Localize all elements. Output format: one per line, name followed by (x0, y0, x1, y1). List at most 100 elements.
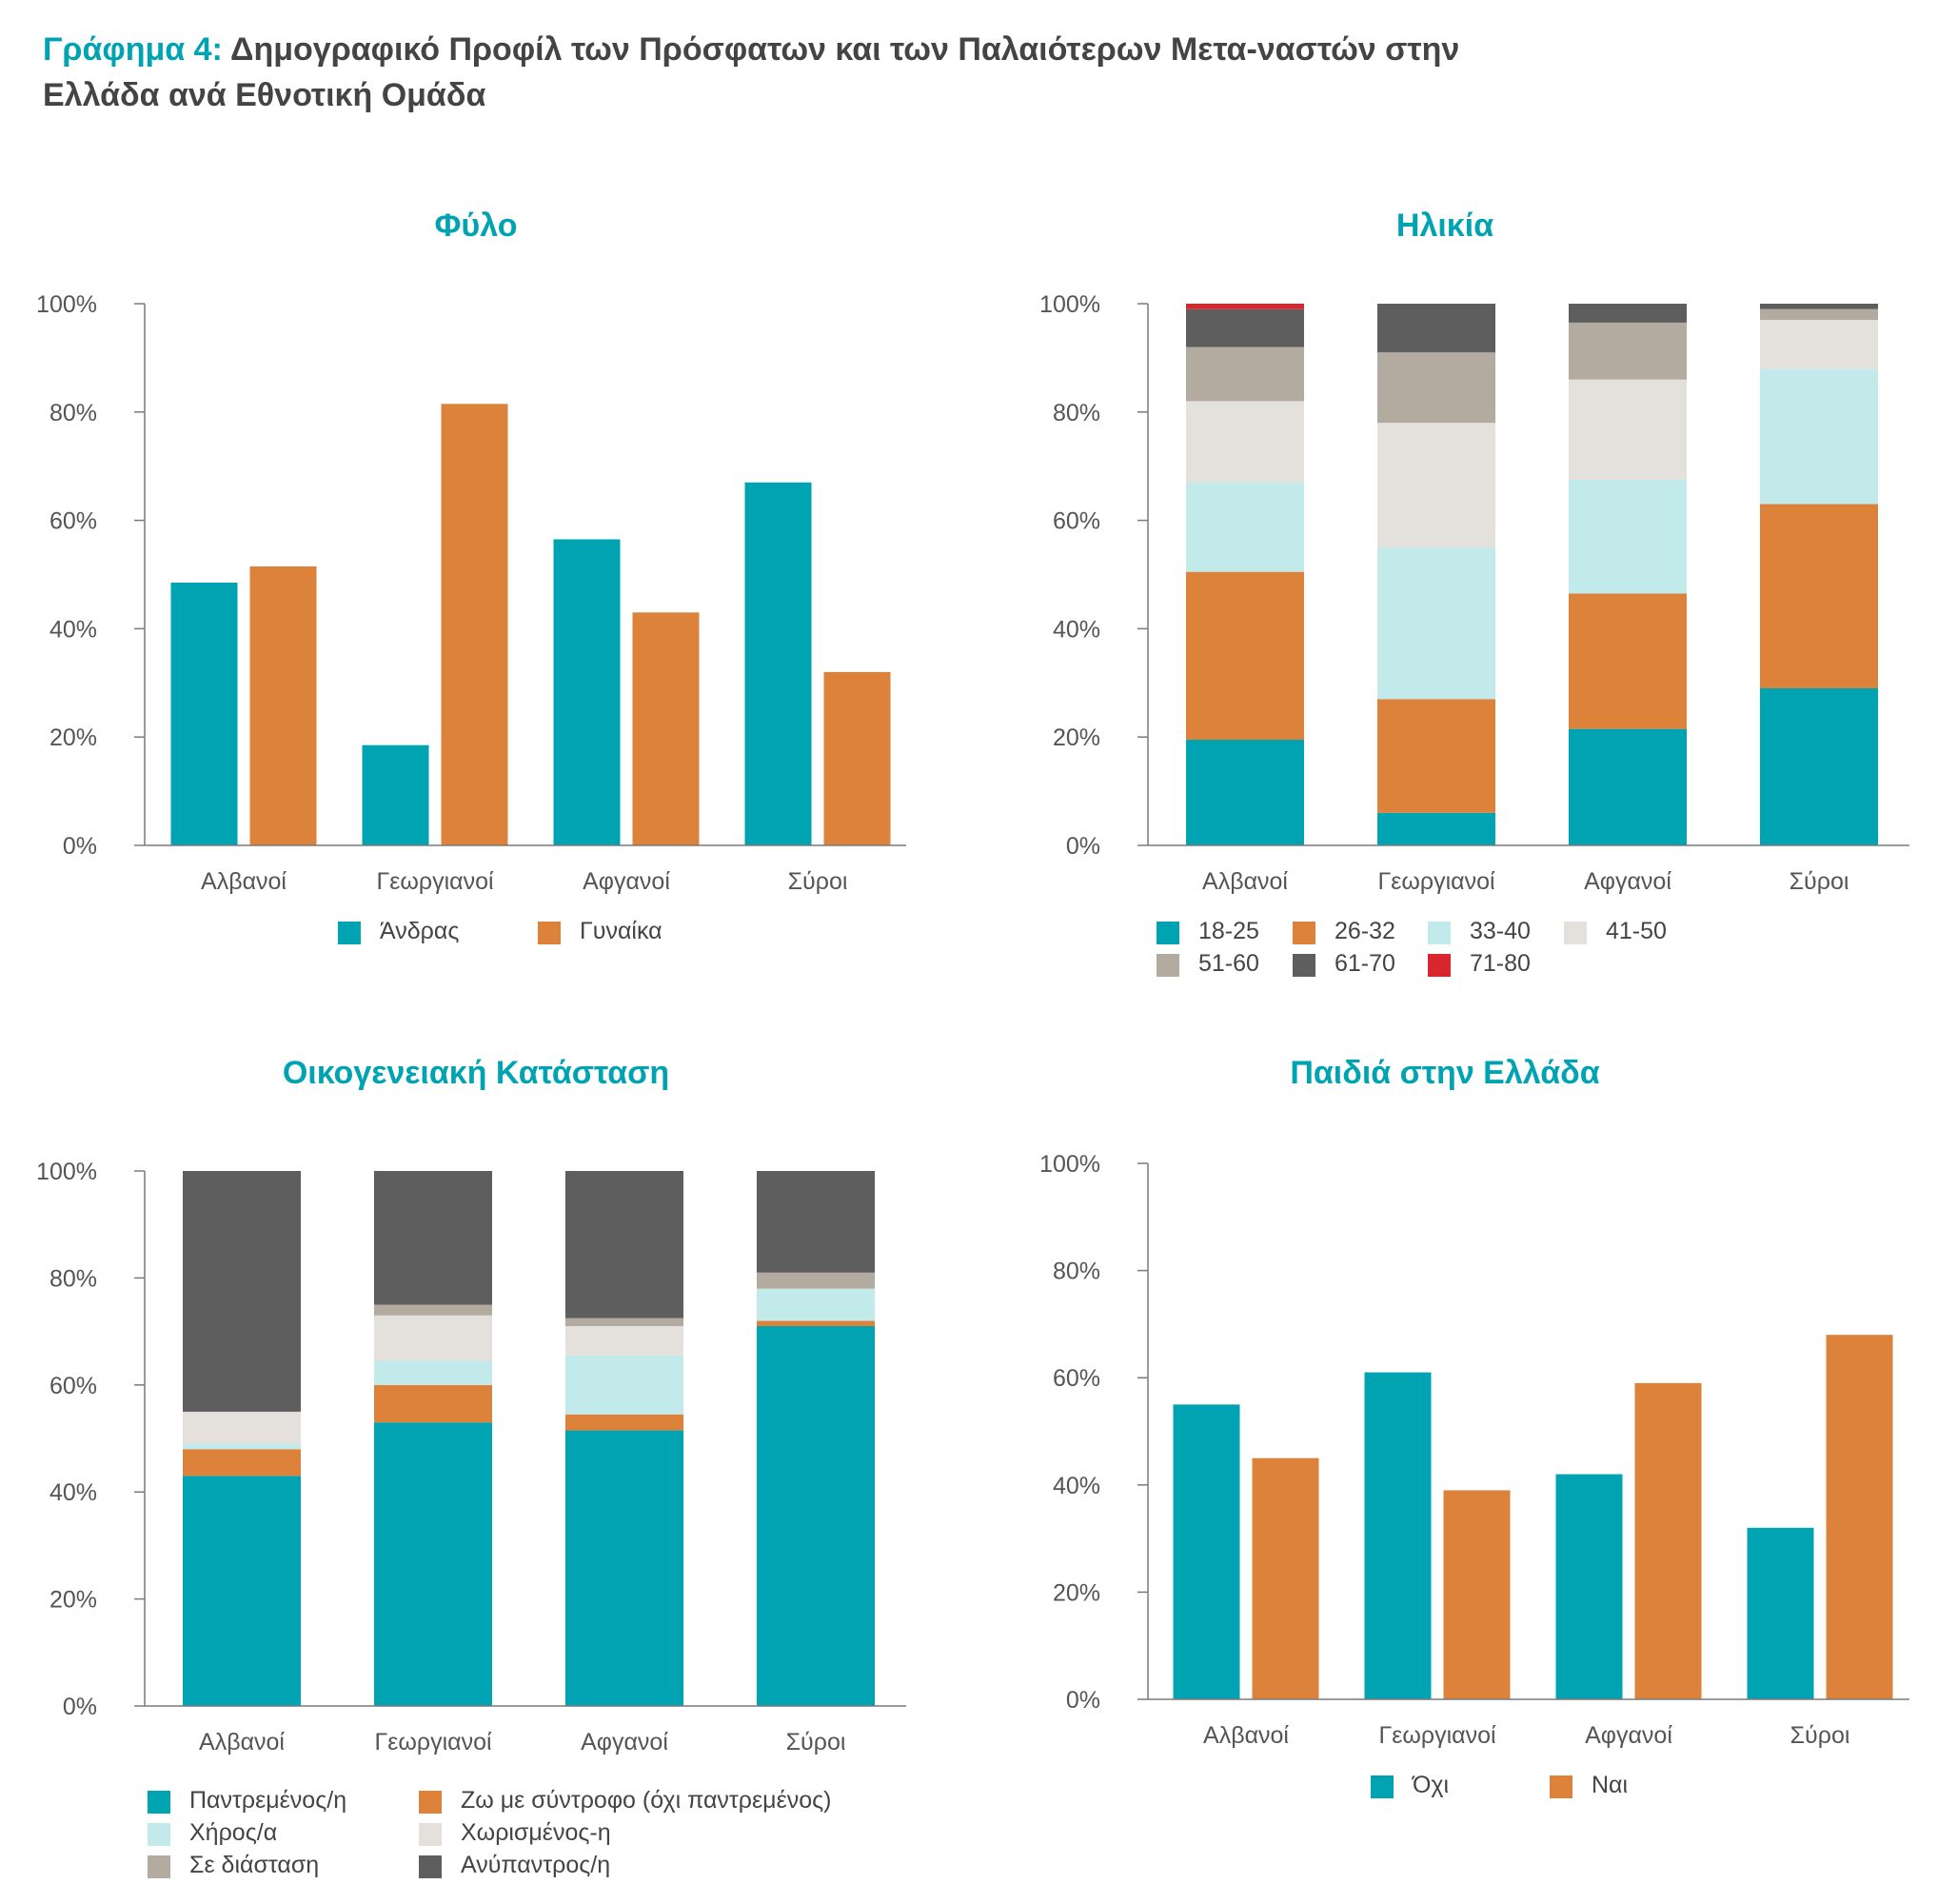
legend-label: Ανύπαντρος/η (461, 1852, 611, 1878)
figure-title-text: Δημογραφικό Προφίλ των Πρόσφατων και των… (43, 31, 1460, 113)
y-tick-label: 0% (63, 833, 97, 860)
legend-label: 51-60 (1198, 950, 1259, 977)
legend-swatch (419, 1855, 442, 1878)
chart-title-children: Παιδιά στην Ελλάδα (1290, 1055, 1600, 1091)
bar-segment-γεωργιανοί-26-32 (1377, 699, 1495, 813)
y-tick-label: 60% (49, 1373, 97, 1399)
bar-αλβανοί-όχι (1173, 1404, 1240, 1699)
legend-swatch (148, 1855, 170, 1878)
figure-title: Γράφημα 4: Δημογραφικό Προφίλ των Πρόσφα… (43, 27, 1566, 118)
y-tick-label: 100% (36, 291, 97, 318)
legend-label: Γυναίκα (580, 918, 662, 944)
x-tick-label: Αλβανοί (201, 868, 287, 895)
chart-title-sex: Φύλο (434, 208, 518, 244)
bar-segment-αφγανοί-61-70 (1569, 304, 1687, 323)
legend-label: 61-70 (1335, 950, 1395, 977)
x-tick-label: Αλβανοί (1203, 1722, 1289, 1749)
legend-label: Σε διάσταση (189, 1852, 320, 1878)
legend-label: Ζω με σύντροφο (όχι παντρεμένος) (461, 1787, 832, 1814)
legend-swatch (1371, 1775, 1394, 1798)
legend-label: Παντρεμένος/η (189, 1787, 347, 1814)
bar-αλβανοί-άνδρας (170, 583, 238, 845)
y-tick-label: 20% (1053, 724, 1100, 751)
y-tick-label: 100% (36, 1159, 97, 1185)
chart-panel-age: Ηλικία 0% 20% 40% 60% 80% 100% Αλβανοί Γεωργιαν… (952, 205, 1938, 977)
bar-σύροι-άνδρας (744, 482, 812, 845)
legend-swatch (538, 922, 561, 944)
bar-segment-αλβανοί-61-70 (1186, 308, 1304, 347)
y-tick-label: 40% (49, 1479, 97, 1506)
bar-segment-αφγανοί-41-50 (1569, 379, 1687, 480)
legend-label: Χήρος/α (189, 1819, 278, 1846)
bar-γεωργιανοί-ναι (1443, 1490, 1511, 1699)
bar-segment-αφγανοί-26-32 (1569, 593, 1687, 729)
y-tick-label: 80% (49, 1265, 97, 1292)
bar-segment-αλβανοί-χήρος-α (183, 1443, 301, 1450)
legend-swatch (148, 1791, 170, 1814)
bar-segment-αλβανοί-41-50 (1186, 401, 1304, 483)
y-tick-label: 0% (63, 1694, 97, 1720)
y-tick-label: 100% (1039, 291, 1100, 318)
bar-αφγανοί-γυναίκα (632, 612, 700, 845)
x-tick-label: Αφγανοί (1585, 1722, 1672, 1749)
y-tick-label: 40% (1053, 616, 1100, 643)
bar-γεωργιανοί-όχι (1364, 1372, 1432, 1699)
bar-segment-γεωργιανοί-χήρος-α (374, 1360, 492, 1385)
bar-σύροι-όχι (1747, 1527, 1814, 1699)
legend-label: 33-40 (1470, 918, 1531, 944)
bar-segment-γεωργιανοί-παντρεμένος-η (374, 1422, 492, 1706)
x-tick-label: Γεωργιανοί (1378, 1722, 1496, 1749)
legend-swatch (1428, 922, 1451, 944)
bar-segment-γεωργιανοί-χωρισμένος-η (374, 1315, 492, 1361)
bar-αλβανοί-γυναίκα (249, 565, 317, 845)
bar-αφγανοί-άνδρας (553, 539, 621, 845)
x-tick-label: Σύροι (788, 868, 848, 895)
bar-σύροι-γυναίκα (823, 671, 891, 845)
x-tick-label: Αλβανοί (199, 1729, 285, 1755)
bar-segment-αφγανοί-51-60 (1569, 322, 1687, 380)
bar-segment-σύροι-26-32 (1760, 504, 1878, 688)
bar-segment-αφγανοί-παντρεμένος-η (565, 1430, 683, 1706)
bar-segment-σύροι-ζω-με-σύντροφο-όχι-παντρεμένος (757, 1320, 875, 1326)
legend-swatch (1157, 922, 1179, 944)
bar-segment-γεωργιανοί-σε-διάσταση (374, 1304, 492, 1316)
legend-swatch (1293, 954, 1315, 977)
bar-segment-σύροι-χήρος-α (757, 1288, 875, 1321)
x-tick-label: Σύροι (1790, 1722, 1850, 1749)
chart-panel-marital: Οικογενειακή Κατάσταση 0% 20% 40% 60% 80% 100… (0, 1052, 952, 1890)
y-tick-label: 0% (1066, 1687, 1100, 1714)
y-tick-label: 20% (1053, 1579, 1100, 1606)
bar-αφγανοί-όχι (1555, 1474, 1623, 1699)
bar-segment-αφγανοί-σε-διάσταση (565, 1318, 683, 1326)
bar-segment-γεωργιανοί-ζω-με-σύντροφο-όχι-παντρεμένος (374, 1384, 492, 1423)
legend-swatch (419, 1791, 442, 1814)
figure-title-lead: Γράφημα 4: (43, 31, 223, 68)
y-tick-label: 20% (49, 724, 97, 751)
y-tick-label: 80% (49, 400, 97, 426)
bar-segment-αφγανοί-χωρισμένος-η (565, 1325, 683, 1356)
bar-segment-σύροι-33-40 (1760, 368, 1878, 505)
chart-panel-children: Παιδιά στην Ελλάδα 0% 20% 40% 60% 80% 100% Αλβ… (952, 1052, 1938, 1890)
bar-segment-αφγανοί-18-25 (1569, 728, 1687, 845)
bar-segment-αλβανοί-ανύπαντρος-η (183, 1171, 301, 1412)
y-tick-label: 40% (1053, 1473, 1100, 1499)
bar-αφγανοί-ναι (1634, 1382, 1702, 1699)
bar-segment-γεωργιανοί-41-50 (1377, 423, 1495, 548)
bar-segment-αλβανοί-33-40 (1186, 482, 1304, 572)
bar-segment-αλβανοί-χωρισμένος-η (183, 1411, 301, 1444)
legend-label: 18-25 (1198, 918, 1259, 944)
x-tick-label: Αφγανοί (583, 868, 670, 895)
legend-swatch (1550, 1775, 1572, 1798)
chart-title-marital: Οικογενειακή Κατάσταση (282, 1055, 670, 1091)
x-tick-label: Αφγανοί (581, 1729, 668, 1755)
bar-αλβανοί-ναι (1252, 1458, 1319, 1699)
chart-svg-sex: 0% 20% 40% 60% 80% 100% Αλβανοί Γεωργιανοί Αφγαν… (36, 291, 906, 895)
chart-svg-children: 0% 20% 40% 60% 80% 100% Αλβανοί Γεωργιανοί Αφγαν… (1039, 1151, 1909, 1749)
bar-segment-σύροι-σε-διάσταση (757, 1272, 875, 1289)
legend-swatch (1293, 922, 1315, 944)
y-tick-label: 100% (1039, 1151, 1100, 1178)
bar-σύροι-ναι (1826, 1335, 1893, 1699)
bar-segment-αλβανοί-26-32 (1186, 571, 1304, 741)
legend-swatch (1157, 954, 1179, 977)
legend-label: 71-80 (1470, 950, 1531, 977)
